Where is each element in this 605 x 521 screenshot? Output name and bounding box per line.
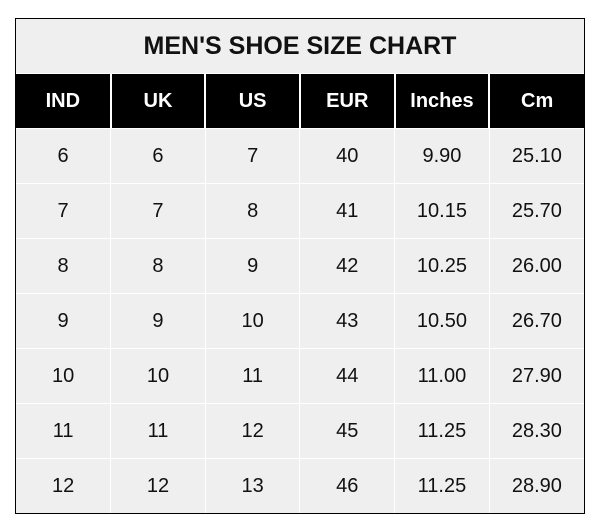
- table-cell: 46: [299, 458, 396, 513]
- table-row: 7 7 8 41 10.15 25.70: [16, 183, 584, 239]
- table-cell: 6: [110, 128, 206, 184]
- table-cell: 11: [16, 403, 112, 459]
- table-row: 12 12 13 46 11.25 28.90: [16, 458, 584, 513]
- table-row: 6 6 7 40 9.90 25.10: [16, 128, 584, 184]
- header-row: IND UK US EUR Inches Cm: [16, 74, 584, 129]
- table-cell: 10: [16, 348, 112, 404]
- table-cell: 11.00: [394, 348, 490, 404]
- column-header: IND: [16, 74, 111, 129]
- table-cell: 7: [204, 128, 301, 184]
- table-cell: 9: [110, 293, 206, 349]
- table-cell: 26.70: [488, 293, 584, 349]
- column-header: EUR: [298, 74, 395, 129]
- size-table: IND UK US EUR Inches Cm 6 6 7 40 9.90 25.10 7 7 8 41 10…: [16, 74, 584, 513]
- table-cell: 10.15: [394, 183, 490, 239]
- table-cell: 25.70: [488, 183, 584, 239]
- table-cell: 11: [204, 348, 301, 404]
- column-header: Cm: [488, 74, 584, 129]
- table-cell: 8: [16, 238, 112, 294]
- table-cell: 44: [299, 348, 396, 404]
- table-cell: 43: [299, 293, 396, 349]
- table-cell: 11.25: [394, 458, 490, 513]
- table-cell: 42: [299, 238, 396, 294]
- table-row: 8 8 9 42 10.25 26.00: [16, 238, 584, 294]
- table-cell: 10: [204, 293, 301, 349]
- table-cell: 27.90: [488, 348, 584, 404]
- table-cell: 13: [204, 458, 301, 513]
- table-cell: 40: [299, 128, 396, 184]
- table-cell: 12: [204, 403, 301, 459]
- table-cell: 28.30: [488, 403, 584, 459]
- table-cell: 9: [204, 238, 301, 294]
- table-cell: 10.25: [394, 238, 490, 294]
- table-cell: 10: [110, 348, 206, 404]
- table-cell: 9: [16, 293, 112, 349]
- table-row: 11 11 12 45 11.25 28.30: [16, 403, 584, 459]
- table-cell: 12: [16, 458, 112, 513]
- table-row: 9 9 10 43 10.50 26.70: [16, 293, 584, 349]
- table-cell: 6: [16, 128, 112, 184]
- table-cell: 12: [110, 458, 206, 513]
- table-cell: 11.25: [394, 403, 490, 459]
- column-header: US: [204, 74, 300, 129]
- table-cell: 9.90: [394, 128, 490, 184]
- table-cell: 11: [110, 403, 206, 459]
- table-cell: 26.00: [488, 238, 584, 294]
- table-row: 10 10 11 44 11.00 27.90: [16, 348, 584, 404]
- table-cell: 25.10: [488, 128, 584, 184]
- table-cell: 8: [110, 238, 206, 294]
- table-cell: 10.50: [394, 293, 490, 349]
- column-header: Inches: [393, 74, 490, 129]
- table-cell: 8: [204, 183, 301, 239]
- column-header: UK: [109, 74, 206, 129]
- table-cell: 7: [110, 183, 206, 239]
- table-cell: 7: [16, 183, 112, 239]
- table-cell: 28.90: [488, 458, 584, 513]
- size-chart: MEN'S SHOE SIZE CHART IND UK US EUR Inches Cm…: [15, 18, 585, 514]
- chart-title: MEN'S SHOE SIZE CHART: [16, 19, 584, 74]
- table-cell: 45: [299, 403, 396, 459]
- table-cell: 41: [299, 183, 396, 239]
